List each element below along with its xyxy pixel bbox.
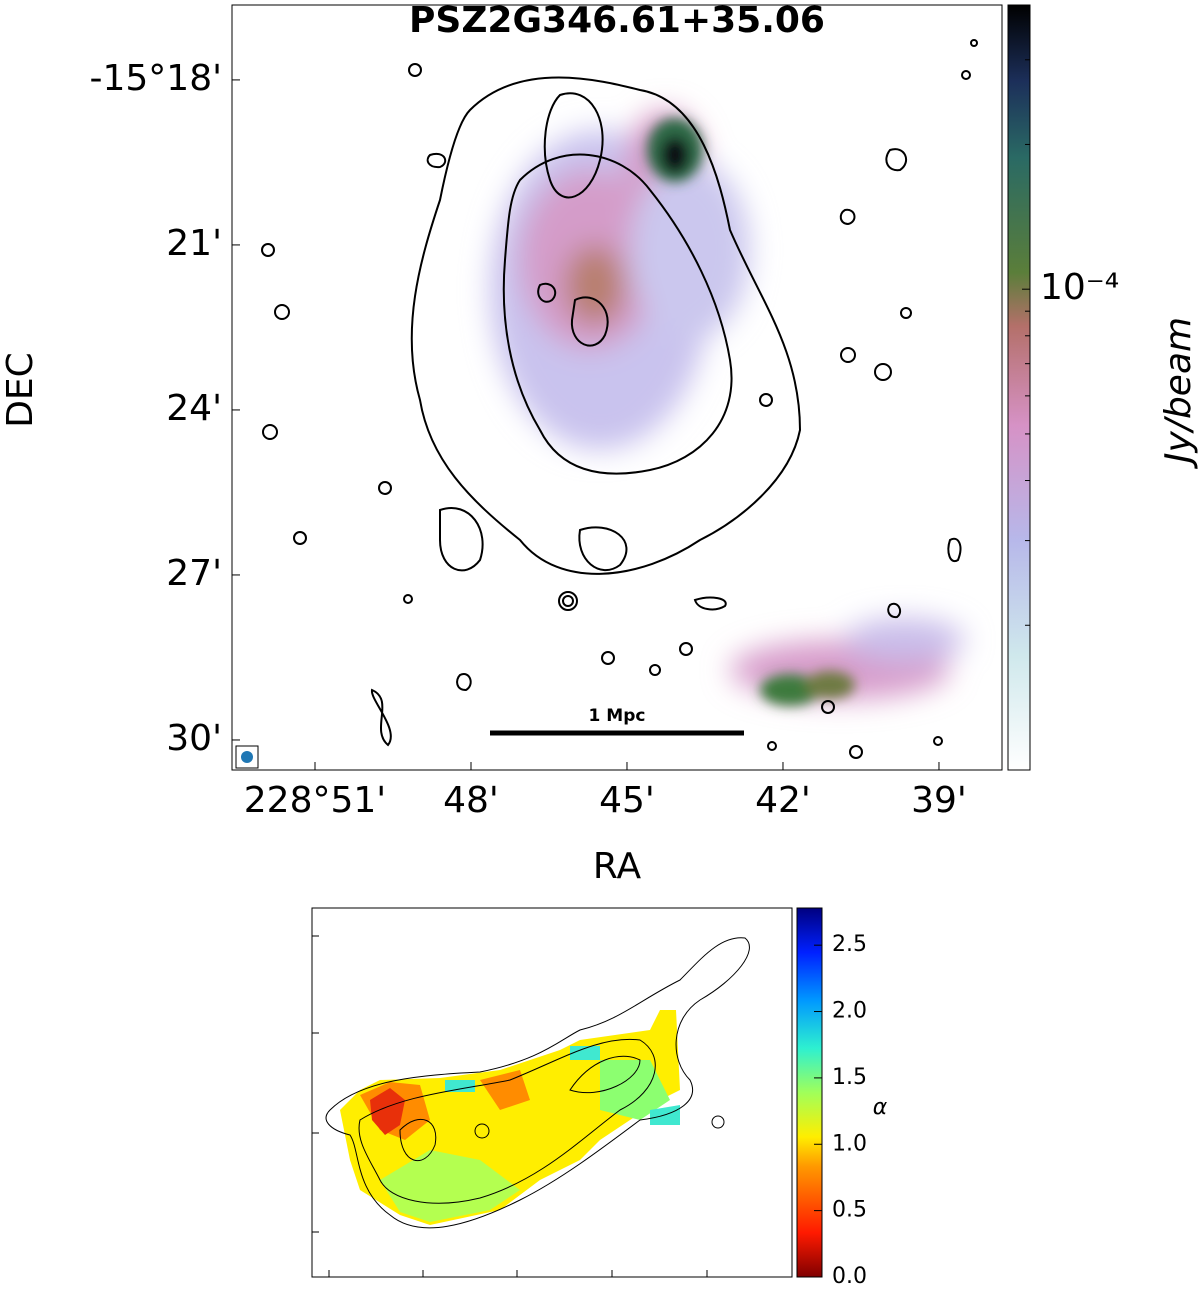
colorbar-tick-label: 0.0 bbox=[832, 1264, 867, 1289]
y-tick-label: 30' bbox=[166, 718, 222, 759]
frame-ticks bbox=[312, 935, 708, 1277]
plot-frame bbox=[231, 4, 1003, 771]
scale-bar-label: 1 Mpc bbox=[589, 706, 646, 726]
chart-title: PSZ2G346.61+35.06 bbox=[409, 0, 825, 41]
x-tick-label: 39' bbox=[911, 780, 967, 821]
colorbar-label: Jy/beam bbox=[1158, 317, 1199, 469]
y-tick-label: 21' bbox=[166, 223, 222, 264]
colorbar-2 bbox=[796, 907, 823, 1278]
y-axis-label: DEC bbox=[0, 352, 41, 428]
colorbar-tick-label: 2.0 bbox=[832, 999, 867, 1024]
x-tick-label: 45' bbox=[599, 780, 655, 821]
colorbar-tick-label: 0.5 bbox=[832, 1198, 867, 1223]
x-tick-label: 48' bbox=[443, 780, 499, 821]
spectral-index-map bbox=[325, 937, 750, 1229]
y-tick-label: 27' bbox=[166, 553, 222, 594]
x-tick-label: 228°51' bbox=[244, 780, 386, 821]
plot-frame-2 bbox=[311, 907, 793, 1278]
beam bbox=[241, 751, 253, 763]
colorbar-label-2: α bbox=[873, 1095, 888, 1120]
y-tick-label: -15°18' bbox=[89, 58, 222, 99]
y-tick-label: 24' bbox=[166, 388, 222, 429]
colorbar-tick-label: 1.5 bbox=[832, 1065, 867, 1090]
colorbar-tick-label: 2.5 bbox=[832, 932, 867, 957]
colorbar-tick-label: 10⁻⁴ bbox=[1040, 267, 1119, 308]
x-axis-label: RA bbox=[593, 846, 642, 887]
radio-image bbox=[261, 39, 978, 759]
colorbar-tick-label: 1.0 bbox=[832, 1131, 867, 1156]
colorbar bbox=[1007, 4, 1031, 771]
x-tick-label: 42' bbox=[755, 780, 811, 821]
